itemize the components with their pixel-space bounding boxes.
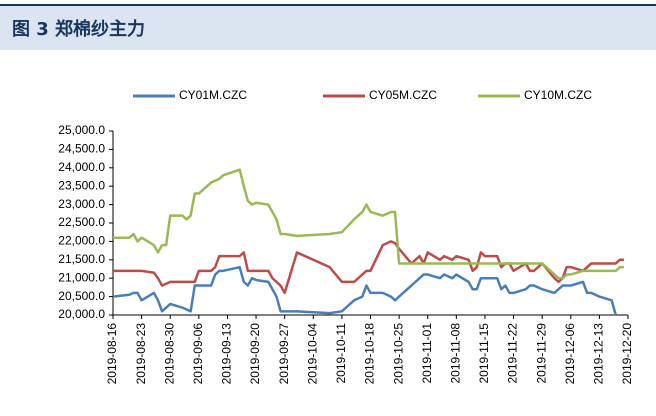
x-tick-label: 2019-12-06 — [563, 323, 577, 385]
y-tick-label: 20,000.0 — [58, 307, 105, 321]
x-tick-label: 2019-12-20 — [620, 323, 634, 385]
x-tick-label: 2019-09-27 — [277, 323, 291, 385]
x-tick-label: 2019-11-01 — [420, 323, 434, 384]
series-line — [113, 240, 624, 295]
y-tick-label: 23,000.0 — [58, 197, 105, 211]
x-tick-label: 2019-10-25 — [391, 323, 405, 385]
y-tick-label: 21,500.0 — [58, 252, 105, 266]
x-tick-label: 2019-11-08 — [449, 323, 463, 384]
x-tick-label: 2019-11-22 — [506, 323, 520, 384]
y-tick-label: 24,000.0 — [58, 160, 105, 174]
x-tick-label: 2019-09-06 — [191, 323, 205, 385]
legend-label: CY05M.CZC — [369, 88, 437, 102]
x-tick-label: 2019-08-23 — [134, 323, 148, 385]
legend-label: CY01M.CZC — [179, 88, 247, 102]
x-tick-label: 2019-10-18 — [363, 323, 377, 385]
y-tick-label: 24,500.0 — [58, 142, 105, 156]
x-tick-label: 2019-08-30 — [162, 323, 176, 385]
y-tick-label: 23,500.0 — [58, 178, 105, 192]
legend-label: CY10M.CZC — [524, 88, 592, 102]
header-band — [0, 5, 656, 50]
x-tick-label: 2019-09-13 — [220, 323, 234, 385]
x-tick-label: 2019-10-04 — [305, 323, 319, 385]
y-tick-label: 22,500.0 — [58, 215, 105, 229]
x-tick-label: 2019-12-13 — [592, 323, 606, 385]
x-tick-label: 2019-11-29 — [534, 323, 548, 384]
x-tick-label: 2019-09-20 — [248, 323, 262, 385]
series-line — [113, 168, 624, 280]
x-tick-label: 2019-10-11 — [334, 323, 348, 384]
y-tick-label: 20,500.0 — [58, 289, 105, 303]
series-line — [112, 265, 617, 316]
y-tick-label: 25,000.0 — [58, 123, 105, 137]
header-title: 图 3 郑棉纱主力 — [12, 18, 145, 40]
y-tick-label: 22,000.0 — [58, 234, 105, 248]
x-tick-label: 2019-11-15 — [477, 323, 491, 384]
x-tick-label: 2019-08-16 — [105, 323, 119, 385]
y-tick-label: 21,000.0 — [58, 270, 105, 284]
